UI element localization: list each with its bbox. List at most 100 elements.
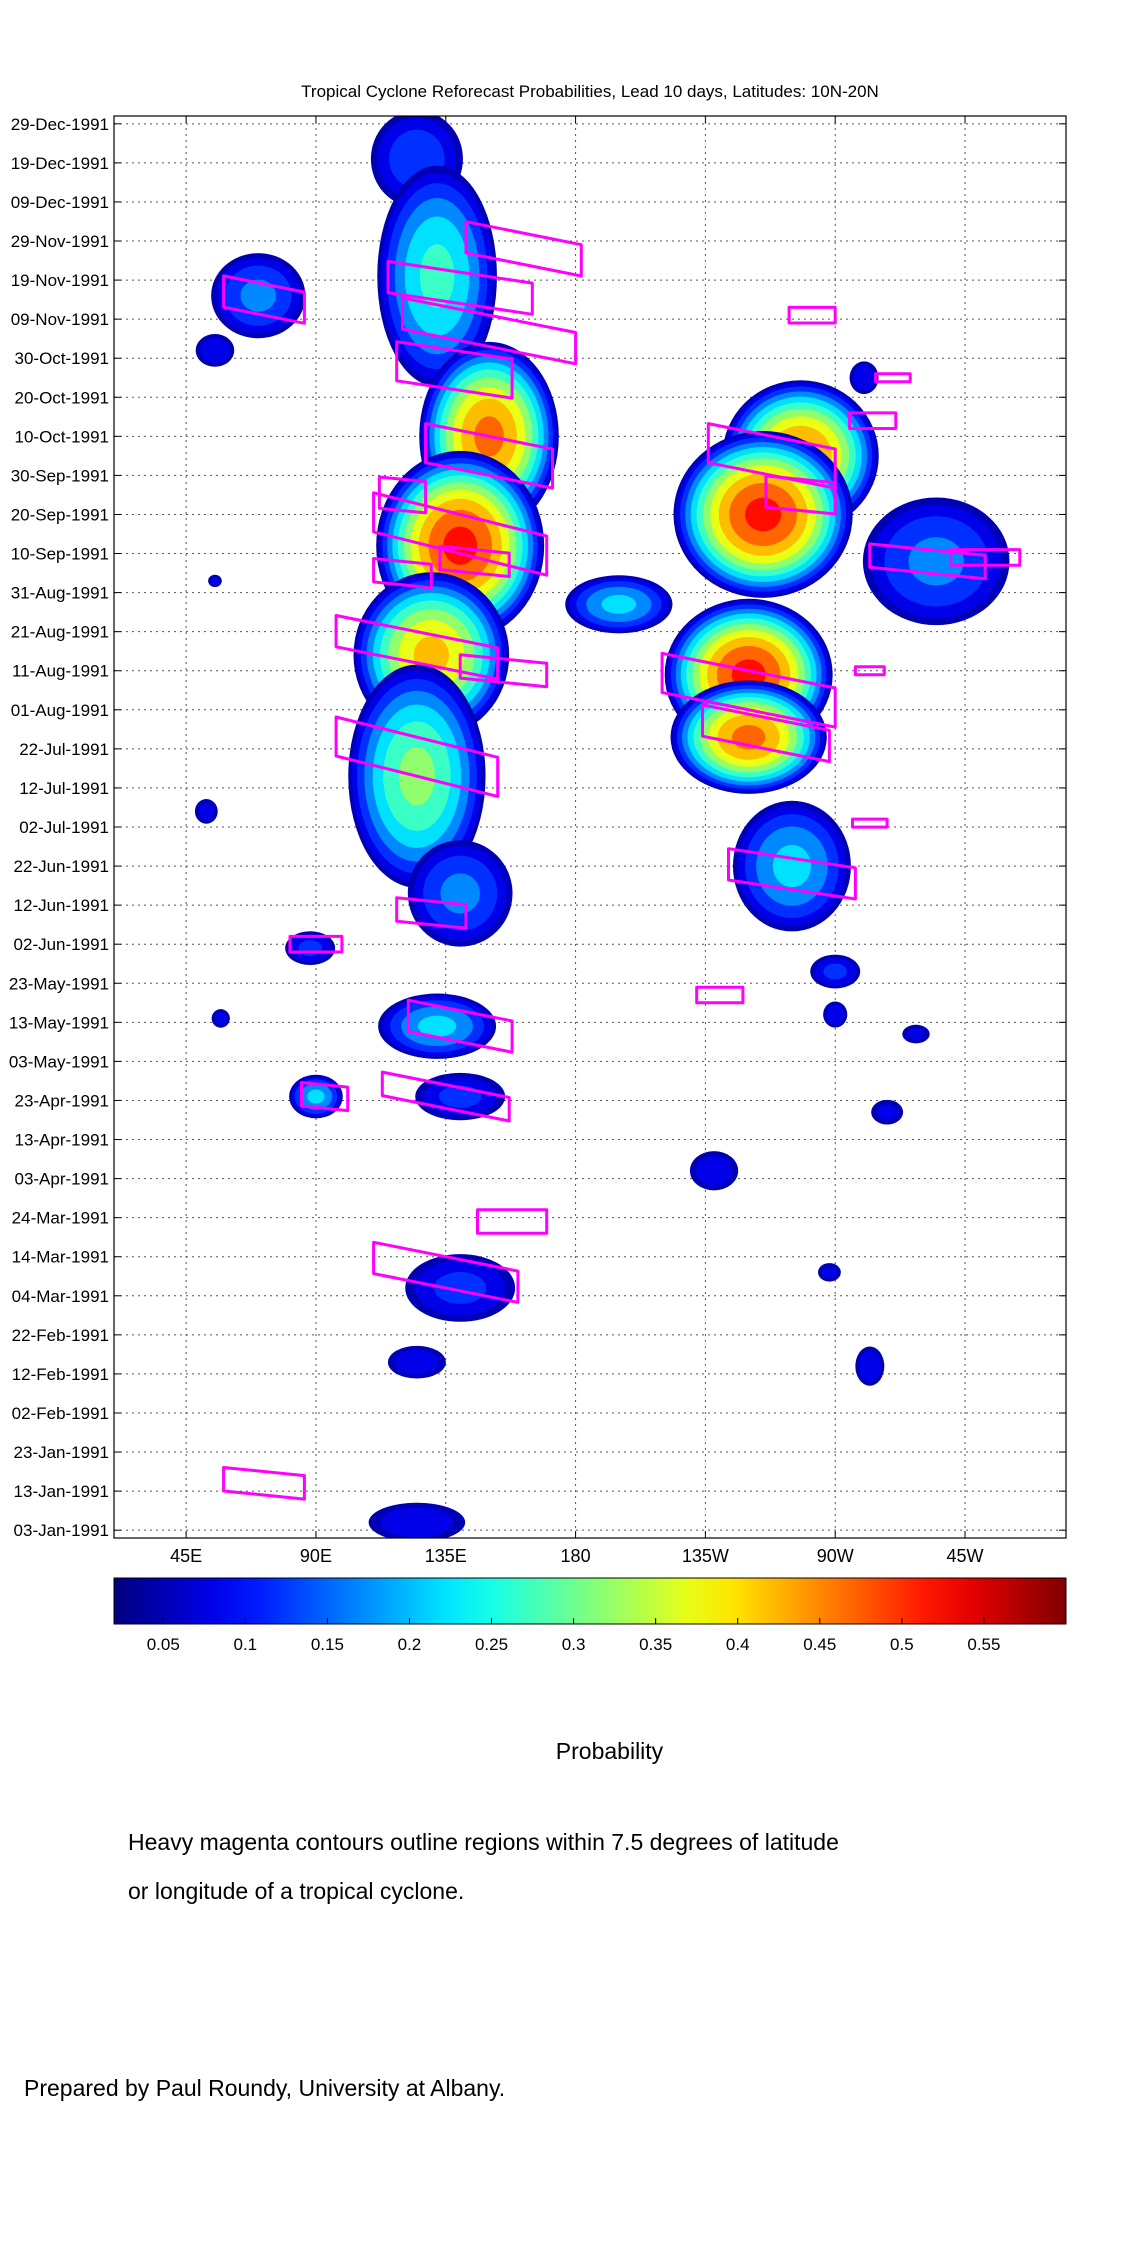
probability-region [211,1009,230,1028]
plot-area [113,115,1067,1539]
probability-region [823,1001,848,1028]
probability-region [902,1024,930,1044]
y-tick-label: 02-Jun-1991 [14,935,109,954]
y-tick-label: 03-Apr-1991 [14,1170,109,1189]
probability-level [200,338,230,363]
probability-region [289,1074,343,1119]
y-tick-label: 19-Dec-1991 [11,154,109,173]
y-axis: 29-Dec-1991 19-Dec-1991 09-Dec-1991 29-Nov-… [9,115,1066,1540]
cyclone-contour [727,847,857,901]
colorbar-tick-label: 0.4 [726,1635,750,1654]
colorbar-tick-label: 0.35 [639,1635,672,1654]
cyclone-contour [386,259,534,316]
probability-region [211,253,306,339]
probability-level [601,594,637,614]
y-tick-label: 09-Nov-1991 [11,310,109,329]
y-tick-label: 19-Nov-1991 [11,271,109,290]
probability-level [419,244,455,309]
cyclone-contour [949,548,1022,567]
x-tick-label: 90W [817,1546,854,1566]
cyclone-contour [868,542,987,581]
y-tick-label: 11-Aug-1991 [12,662,109,681]
credit-text: Prepared by Paul Roundy, University at A… [24,2075,506,2101]
y-tick-label: 22-Jun-1991 [14,857,109,876]
colorbar: 0.05 0.1 0.15 0.2 0.25 0.3 0.35 0.4 0.45 0.5 0.55 [113,1577,1067,1654]
probability-level [240,279,277,312]
y-tick-label: 31-Aug-1991 [11,584,109,603]
colorbar-ticks: 0.05 0.1 0.15 0.2 0.25 0.3 0.35 0.4 0.45 0.5 0.55 [147,1618,1000,1654]
probability-region [565,575,673,634]
probability-level [417,1015,457,1037]
probability-region [368,1502,466,1538]
colorbar-tick-label: 0.5 [890,1635,914,1654]
probability-level [907,1028,925,1040]
colorbar-tick-label: 0.45 [803,1635,836,1654]
cyclone-contour [380,1070,511,1123]
cyclone-contour [853,665,886,677]
colorbar-label: Probability [555,1738,664,1764]
cyclone-contour [764,474,837,516]
cyclone-contour [458,653,549,689]
probability-level [434,1272,487,1304]
cyclone-contour [874,372,912,384]
x-tick-label: 45W [947,1546,984,1566]
y-tick-label: 10-Oct-1991 [15,427,110,446]
probability-level [298,940,322,957]
probability-level [210,576,220,585]
cyclone-contour [395,896,468,930]
cyclone-contour [848,411,898,430]
colorbar-gradient [113,1577,1067,1625]
y-tick-label: 13-Jan-1991 [14,1482,109,1501]
cyclone-contour [406,998,514,1054]
y-tick-label: 12-Jul-1991 [19,779,109,798]
probability-region [732,800,851,932]
probability-level [823,963,847,980]
x-tick-label: 90E [300,1546,332,1566]
probability-region [862,497,1010,626]
probability-region [810,954,861,989]
probability-region [849,361,879,395]
probability-region [818,1263,841,1282]
y-tick-label: 23-Apr-1991 [14,1091,109,1110]
y-tick-label: 01-Aug-1991 [11,701,109,720]
colorbar-tick-label: 0.3 [562,1635,586,1654]
y-tick-label: 03-May-1991 [9,1052,109,1071]
probability-level [440,873,480,914]
probability-level [695,1155,733,1186]
y-tick-label: 30-Sep-1991 [11,466,109,485]
y-tick-label: 12-Jun-1991 [14,896,109,915]
caption-line-1: Heavy magenta contours outline regions w… [128,1829,839,1855]
cyclone-contour [424,422,554,490]
probability-field [194,116,1010,1538]
probability-region [208,574,222,588]
x-tick-label: 135W [682,1546,729,1566]
probability-region [405,1254,516,1322]
cyclone-contours [222,220,1022,1501]
probability-region [689,1151,739,1191]
y-tick-label: 04-Mar-1991 [12,1287,109,1306]
y-tick-label: 10-Sep-1991 [11,545,109,564]
colorbar-tick-label: 0.1 [233,1635,257,1654]
x-axis: 45E 90E 135E 180 135W 90W 45W [170,116,984,1566]
probability-level [772,844,812,888]
cyclone-contour [476,1208,549,1235]
caption-line-2: or longitude of a tropical cyclone. [128,1878,465,1904]
chart-title: Tropical Cyclone Reforecast Probabilitie… [301,82,879,101]
y-tick-label: 22-Feb-1991 [12,1326,109,1345]
y-tick-label: 14-Mar-1991 [12,1248,109,1267]
colorbar-tick-label: 0.15 [311,1635,344,1654]
y-tick-label: 23-Jan-1991 [14,1443,109,1462]
x-tick-label: 180 [561,1546,591,1566]
probability-region [195,334,235,367]
cyclone-contour [334,614,500,681]
y-tick-label: 03-Jan-1991 [14,1521,109,1540]
cyclone-contour [695,985,745,1005]
y-tick-label: 29-Dec-1991 [11,115,109,134]
y-tick-label: 13-Apr-1991 [14,1131,109,1150]
probability-level [307,1089,325,1104]
probability-level [877,1104,898,1120]
probability-level [380,1507,454,1538]
y-tick-label: 30-Oct-1991 [15,349,110,368]
x-tick-label: 135E [425,1546,467,1566]
cyclone-contour [787,305,837,325]
